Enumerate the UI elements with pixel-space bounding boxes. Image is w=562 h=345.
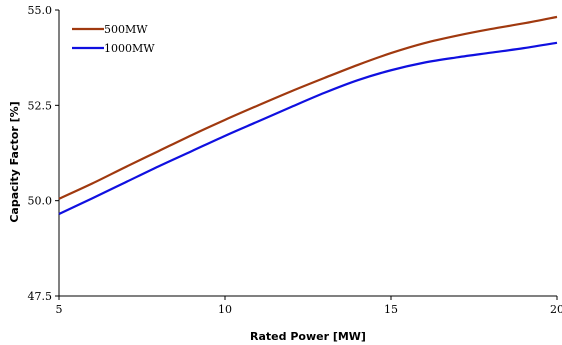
series-line-500mw bbox=[58, 15, 558, 200]
y-tick-label: 50.0 bbox=[28, 195, 53, 208]
x-tick-label: 5 bbox=[56, 303, 63, 316]
series-line-1000mw bbox=[58, 41, 558, 216]
y-tick-label: 52.5 bbox=[28, 99, 53, 112]
plot-area: 47.5 50.0 52.5 55.0 5 10 15 20 500MW 1000MW bbox=[28, 4, 562, 316]
legend-label-500mw: 500MW bbox=[104, 23, 148, 36]
y-tick-label: 55.0 bbox=[28, 4, 53, 17]
x-tick-label: 15 bbox=[384, 303, 398, 316]
x-axis-label: Rated Power [MW] bbox=[250, 330, 366, 343]
y-axis-label: Capacity Factor [%] bbox=[8, 101, 21, 222]
y-tick-label: 47.5 bbox=[28, 290, 53, 303]
x-tick-label: 20 bbox=[550, 303, 562, 316]
legend-label-1000mw: 1000MW bbox=[104, 42, 155, 55]
x-tick-label: 10 bbox=[218, 303, 232, 316]
